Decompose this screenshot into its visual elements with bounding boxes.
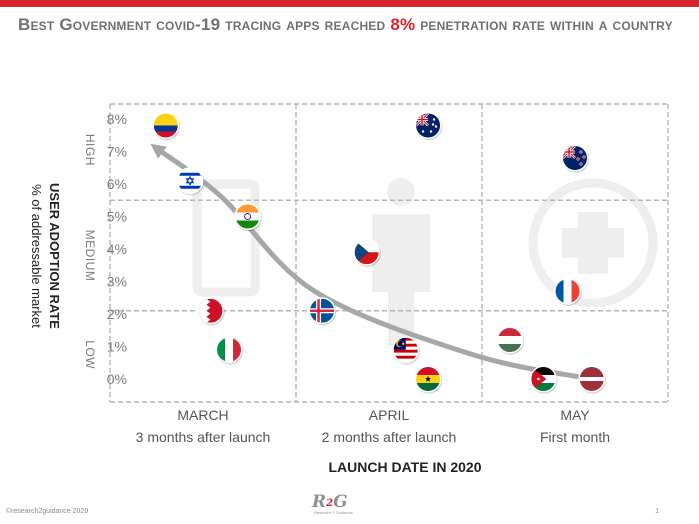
trend-arrow bbox=[150, 143, 595, 382]
new-zealand-flag bbox=[563, 146, 587, 170]
y-axis-subtitle: % of addressable market bbox=[29, 184, 44, 328]
iceland-flag-marker bbox=[308, 297, 337, 326]
watermark-icons bbox=[192, 178, 658, 346]
copyright-text: ©research2guidance 2020 bbox=[6, 508, 89, 515]
jordan-flag-marker bbox=[529, 365, 558, 394]
logo-subtitle: Research 2 Guidance bbox=[314, 510, 353, 515]
france-flag bbox=[555, 279, 580, 304]
page-title: Best Government covid-19 tracing apps re… bbox=[18, 12, 678, 38]
band-label-medium: MEDIUM bbox=[83, 230, 97, 282]
bahrain-flag-marker bbox=[196, 297, 225, 326]
y-tick-label: 6% bbox=[107, 176, 127, 192]
latvia-flag-marker bbox=[578, 365, 607, 394]
y-tick-label: 0% bbox=[107, 371, 127, 387]
x-axis-title: LAUNCH DATE IN 2020 bbox=[329, 459, 482, 475]
new-zealand-flag-marker bbox=[561, 144, 590, 173]
page-number: 1 bbox=[655, 508, 659, 515]
x-category-label: MAY bbox=[560, 407, 590, 423]
x-category-label: MARCH bbox=[177, 407, 228, 423]
x-category-label: APRIL bbox=[369, 407, 410, 423]
x-category-sublabel: First month bbox=[540, 429, 610, 445]
cross-watermark-shape bbox=[562, 212, 624, 274]
logo-digit-2: 2 bbox=[326, 498, 334, 509]
france-flag-marker bbox=[554, 277, 582, 306]
czech-flag bbox=[354, 240, 379, 265]
y-axis-title: USER ADOPTION RATE bbox=[47, 183, 62, 329]
top-accent-bar bbox=[0, 0, 699, 7]
colombia-flag-marker bbox=[152, 112, 181, 141]
y-tick-label: 8% bbox=[107, 111, 127, 127]
logo-letter-g: G bbox=[333, 492, 348, 512]
italy-flag-marker bbox=[215, 336, 244, 365]
hungary-flag bbox=[497, 328, 522, 352]
medical-cross-watermark-icon bbox=[528, 178, 658, 308]
ghana-flag-marker bbox=[414, 365, 443, 394]
israel-flag bbox=[177, 168, 202, 193]
y-tick-label: 5% bbox=[107, 209, 127, 225]
title-tail: penetration rate within a country bbox=[415, 15, 673, 34]
india-flag-marker bbox=[234, 203, 262, 232]
y-tick-label: 7% bbox=[107, 144, 127, 160]
latvia-flag bbox=[579, 367, 604, 391]
y-tick-label: 4% bbox=[107, 241, 127, 257]
title-lead: Best Government covid-19 tracing apps re… bbox=[18, 15, 391, 34]
iceland-flag bbox=[310, 298, 335, 323]
italy-flag bbox=[217, 337, 242, 362]
hungary-flag-marker bbox=[496, 326, 525, 355]
band-label-low: LOW bbox=[83, 340, 97, 369]
colombia-flag bbox=[153, 113, 178, 138]
malaysia-flag bbox=[393, 337, 418, 362]
malaysia-flag-marker bbox=[392, 336, 421, 365]
australia-flag-marker bbox=[414, 112, 443, 141]
person-head-watermark-icon bbox=[387, 178, 415, 206]
logo-letter-r: R bbox=[312, 492, 327, 512]
bahrain-flag bbox=[198, 298, 223, 323]
x-category-sublabel: 3 months after launch bbox=[136, 429, 271, 445]
y-tick-label: 2% bbox=[107, 306, 127, 322]
australia-flag bbox=[416, 113, 441, 138]
band-label-high: HIGH bbox=[83, 134, 97, 166]
czech-flag-marker bbox=[353, 238, 381, 267]
jordan-flag bbox=[531, 367, 556, 391]
title-highlight: 8% bbox=[390, 15, 416, 34]
y-tick-label: 3% bbox=[107, 274, 127, 290]
israel-flag-marker bbox=[176, 167, 205, 196]
person-body-watermark-icon bbox=[372, 214, 430, 346]
india-flag bbox=[235, 204, 260, 229]
y-tick-label: 1% bbox=[107, 339, 127, 355]
x-category-sublabel: 2 months after launch bbox=[322, 429, 457, 445]
ghana-flag bbox=[416, 367, 441, 391]
r2g-logo: R2G Research 2 Guidance bbox=[312, 492, 372, 522]
